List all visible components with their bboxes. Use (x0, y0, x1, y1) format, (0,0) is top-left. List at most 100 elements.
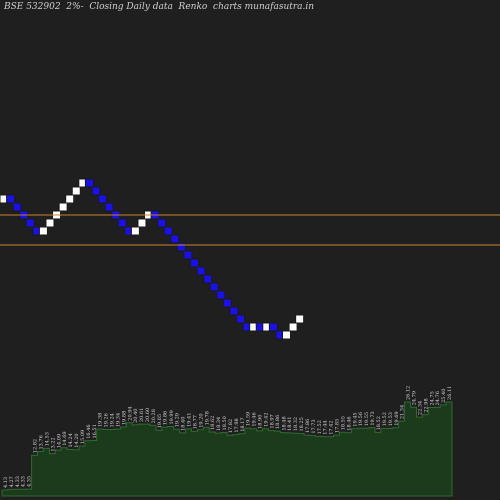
volume-label: 18.34 (216, 417, 222, 431)
volume-label: 22.34 (417, 401, 423, 415)
volume-label: 19.56 (358, 412, 364, 426)
volume-label: 20.60 (145, 408, 151, 422)
volume-label: 20.61 (139, 408, 145, 422)
volume-label: 25.40 (441, 389, 447, 403)
volume-label: 18.46 (346, 416, 352, 430)
renko-down-brick (196, 266, 206, 276)
volume-label: 4.33 (21, 476, 27, 487)
volume-label: 19.24 (110, 413, 116, 427)
volume-label: 19.46 (252, 412, 258, 426)
volume-label: 19.29 (175, 413, 181, 427)
volume-label: 16.46 (86, 424, 92, 438)
renko-down-brick (236, 314, 246, 324)
volume-label: 17.86 (305, 419, 311, 433)
volume-label: 19.59 (246, 412, 252, 426)
volume-label: 19.26 (104, 413, 110, 427)
volume-label: 17.52 (317, 420, 323, 434)
volume-label: 12.82 (33, 439, 39, 453)
volume-label: 19.52 (382, 412, 388, 426)
volume-label: 16.51 (92, 424, 98, 438)
volume-label: 17.82 (228, 419, 234, 433)
volume-label: 18.86 (275, 415, 281, 429)
volume-label: 14.24 (68, 433, 74, 447)
renko-down-brick (203, 274, 213, 284)
renko-up-brick (130, 226, 140, 236)
volume-label: 19.69 (394, 411, 400, 425)
volume-label: 19.55 (364, 412, 370, 426)
renko-up-brick (288, 322, 298, 332)
renko-down-brick (183, 250, 193, 260)
volume-label: 18.41 (287, 417, 293, 431)
volume-label: 20.40 (133, 409, 139, 423)
volume-label: 19.73 (370, 411, 376, 425)
volume-label: 18.97 (269, 414, 275, 428)
renko-down-brick (84, 178, 94, 188)
chart-title: BSE 532902 2%- Closing Daily data Renko … (4, 2, 315, 12)
volume-label: 19.38 (98, 413, 104, 427)
renko-down-brick (170, 234, 180, 244)
volume-label: 18.50 (222, 416, 228, 430)
volume-label: 19.86 (163, 411, 169, 425)
volume-label: 20.94 (127, 406, 133, 420)
volume-label: 17.85 (334, 419, 340, 433)
volume-label: 19.34 (116, 413, 122, 427)
volume-label: 18.48 (281, 416, 287, 430)
volume-label: 17.73 (311, 419, 317, 433)
renko-down-brick (6, 194, 16, 204)
volume-label: 22.98 (423, 398, 429, 412)
volume-label: 24.79 (412, 391, 418, 405)
volume-label: 19.99 (169, 410, 175, 424)
volume-label: 17.42 (329, 420, 335, 434)
volume-label: 14.69 (62, 431, 68, 445)
volume-label: 18.55 (340, 416, 346, 430)
renko-up-brick (38, 226, 48, 236)
volume-label: 18.17 (240, 417, 246, 431)
renko-down-brick (268, 322, 278, 332)
volume-label: 19.42 (264, 412, 270, 426)
renko-down-brick (216, 290, 226, 300)
volume-label: 19.41 (186, 413, 192, 427)
volume-area (1, 401, 453, 497)
renko-down-brick (222, 298, 232, 308)
volume-label: 13.76 (38, 435, 44, 449)
renko-down-brick (157, 218, 167, 228)
renko-down-brick (190, 258, 200, 268)
volume-label: 15.09 (80, 430, 86, 444)
volume-label: 19.53 (388, 412, 394, 426)
renko-up-brick (65, 194, 75, 204)
volume-label: 18.40 (181, 417, 187, 431)
renko-down-brick (98, 194, 108, 204)
renko-up-brick (45, 218, 55, 228)
volume-label: 18.77 (192, 415, 198, 429)
volume-label: 26.11 (447, 386, 453, 400)
renko-down-brick (176, 242, 186, 252)
volume-label: 24.75 (429, 391, 435, 405)
volume-label: 18.90 (258, 415, 264, 429)
renko-down-brick (229, 306, 239, 316)
volume-label: 19.78 (204, 411, 210, 425)
volume-label: 18.25 (299, 417, 305, 431)
volume-label: 19.88 (121, 411, 127, 425)
volume-label: 24.76 (435, 391, 441, 405)
renko-down-brick (12, 202, 22, 212)
volume-label: 26.12 (406, 386, 412, 400)
volume-label: 18.52 (376, 416, 382, 430)
volume-label: 4.35 (27, 476, 33, 487)
volume-label: 4.27 (9, 476, 15, 487)
volume-label: 20.28 (151, 409, 157, 423)
volume-label: 14.53 (44, 432, 50, 446)
renko-up-brick (137, 218, 147, 228)
renko-up-brick (71, 186, 81, 196)
volume-label: 13.22 (50, 437, 56, 451)
renko-up-brick (282, 330, 292, 340)
volume-label: 14.09 (56, 434, 62, 448)
volume-label: 17.98 (234, 418, 240, 432)
renko-down-brick (209, 282, 219, 292)
renko-down-brick (25, 218, 35, 228)
renko-up-brick (295, 314, 305, 324)
volume-label: 18.32 (293, 417, 299, 431)
renko-down-brick (91, 186, 101, 196)
volume-label: 19.05 (157, 414, 163, 428)
renko-up-brick (58, 202, 68, 212)
